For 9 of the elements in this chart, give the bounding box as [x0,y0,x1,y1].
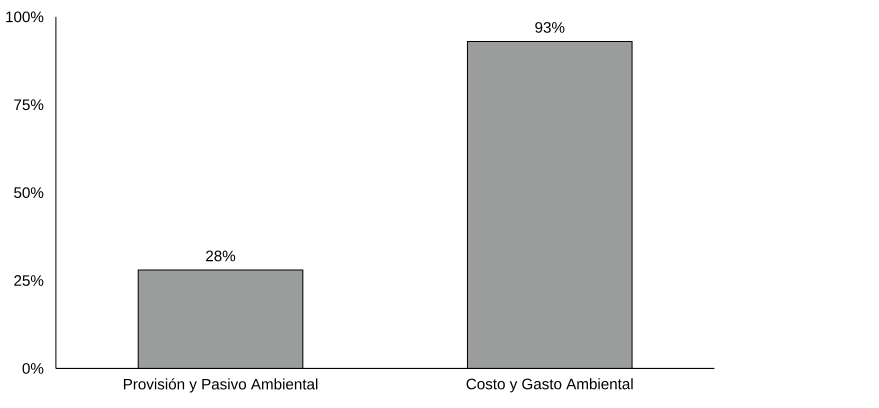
x-tick-label: Costo y Gasto Ambiental [466,378,633,392]
y-tick-label: 0% [22,363,44,374]
y-tick-label: 75% [14,99,44,110]
y-tick-label: 100% [6,11,44,22]
y-tick-label: 50% [14,187,44,198]
data-label: 93% [535,22,564,33]
x-tick-label: Provisión y Pasivo Ambiental [124,378,318,393]
y-tick-label: 25% [14,275,44,286]
data-label: 28% [206,250,236,262]
